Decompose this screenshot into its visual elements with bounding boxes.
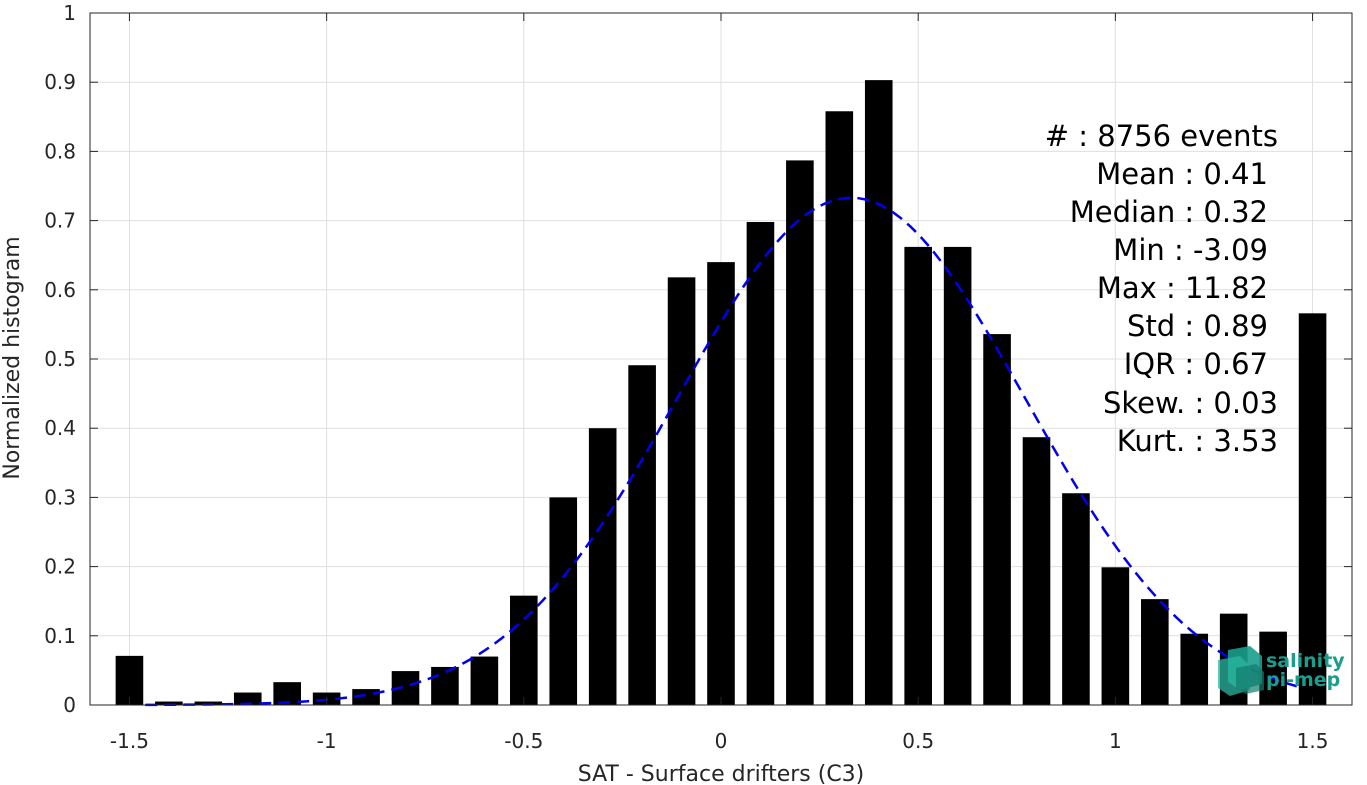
x-tick-label: 0.5: [902, 729, 934, 753]
histogram-bar: [707, 262, 735, 705]
salinity-pi-mep-logo: salinity pi-mep: [1218, 646, 1345, 696]
y-tick-labels: 0 0.1 0.2 0.3 0.4 0.5 0.6 0.7 0.8 0.9 1: [44, 1, 76, 717]
histogram-bar: [1101, 567, 1130, 705]
x-axis-label: SAT - Surface drifters (C3): [578, 762, 865, 785]
y-tick-label: 0.3: [44, 485, 76, 509]
stat-iqr: IQR : 0.67: [1124, 347, 1268, 381]
histogram-bar: [1022, 437, 1051, 705]
stat-min: Min : -3.09: [1113, 233, 1268, 267]
stat-median: Median : 0.32: [1070, 195, 1268, 229]
histogram-bar: [1298, 313, 1327, 705]
x-tick-labels: -1.5 -1 -0.5 0 0.5 1 1.5: [110, 729, 1329, 753]
histogram-bar: [510, 595, 538, 705]
normal-fit-curve: [145, 196, 1298, 707]
y-tick-label: 0.1: [44, 624, 76, 648]
stat-mean: Mean : 0.41: [1096, 157, 1268, 191]
x-tick-label: 0: [715, 729, 728, 753]
x-tick-label: -0.5: [504, 729, 543, 753]
x-tick-label: -1.5: [110, 729, 149, 753]
stat-std: Std : 0.89: [1127, 309, 1268, 343]
logo-cube-icon: [1218, 646, 1264, 696]
histogram-bar: [628, 365, 656, 705]
histogram-bar: [1259, 631, 1287, 705]
y-tick-label: 1: [63, 1, 76, 25]
x-tick-label: -1: [317, 729, 337, 753]
y-tick-label: 0.9: [44, 70, 76, 94]
histogram-bar: [233, 692, 262, 705]
y-tick-label: 0.4: [44, 416, 76, 440]
axes-frame: [89, 12, 1353, 706]
histogram-bar: [864, 80, 893, 705]
logo-text-salinity: salinity: [1266, 650, 1345, 672]
stat-skewness: Skew. : 0.03: [1103, 386, 1278, 420]
y-tick-label: 0.2: [44, 555, 76, 579]
histogram-bar: [983, 334, 1011, 705]
histogram-bar: [1062, 493, 1090, 705]
histogram-bar: [1141, 599, 1169, 705]
histogram-bar: [155, 701, 183, 705]
histogram-bar: [115, 655, 144, 705]
y-tick-label: 0.8: [44, 139, 76, 163]
histogram-bar: [746, 221, 775, 705]
histogram-bar: [667, 277, 696, 705]
histogram-bars: [115, 80, 1327, 706]
histogram-bar: [904, 246, 932, 705]
histogram-bar: [825, 111, 854, 706]
stat-max: Max : 11.82: [1097, 271, 1268, 305]
histogram-bar: [470, 656, 499, 705]
stat-kurtosis: Kurt. : 3.53: [1117, 424, 1278, 458]
histogram-bar: [549, 497, 578, 705]
histogram-bar: [786, 160, 814, 705]
stat-count: # : 8756 events: [1045, 119, 1278, 153]
histogram-bar: [943, 246, 972, 705]
y-tick-label: 0.7: [44, 209, 76, 233]
y-tick-label: 0: [63, 693, 76, 717]
y-axis-label: Normalized histogram: [0, 236, 25, 479]
x-tick-label: 1.5: [1297, 729, 1329, 753]
histogram-bar: [431, 666, 459, 705]
logo-text-pi-mep: pi-mep: [1266, 669, 1340, 691]
x-tick-label: 1: [1109, 729, 1122, 753]
statistics-annotation: # : 8756 events Mean : 0.41 Median : 0.3…: [1045, 119, 1278, 458]
histogram-bar: [273, 682, 301, 705]
histogram-bar: [1180, 633, 1209, 705]
y-tick-label: 0.6: [44, 278, 76, 302]
histogram-bar: [588, 428, 617, 705]
y-tick-label: 0.5: [44, 347, 76, 371]
